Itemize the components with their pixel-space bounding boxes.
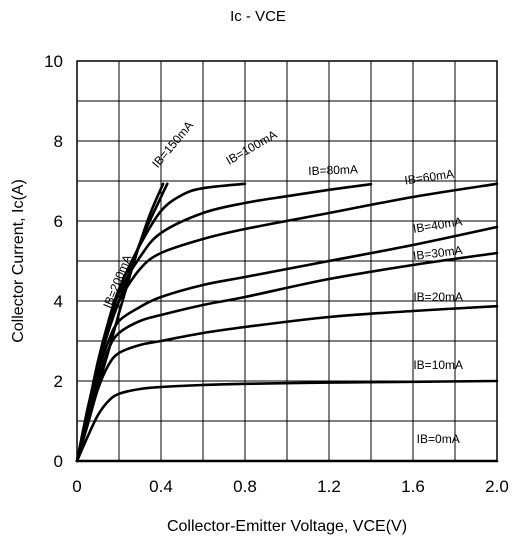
y-axis-label: Collector Current, Ic(A) xyxy=(10,179,27,343)
x-tick-label: 0 xyxy=(72,477,81,496)
series-label: IB=150mA xyxy=(149,118,196,170)
series-label: IB=10mA xyxy=(413,358,463,372)
chart-title: Ic - VCE xyxy=(230,8,286,25)
x-tick-label: 1.2 xyxy=(317,477,341,496)
x-tick-label: 0.4 xyxy=(149,477,173,496)
series-label: IB=80mA xyxy=(308,162,358,178)
y-tick-label: 2 xyxy=(54,372,63,391)
series-line xyxy=(75,379,499,463)
series-label: IB=0mA xyxy=(417,432,460,446)
curve-labels: IB=0mA IB=10mA IB=20mA IB=30mA IB=40mA IB=60m… xyxy=(100,118,463,446)
series-line xyxy=(75,182,169,463)
grid xyxy=(77,61,497,461)
series-label: IB=40mA xyxy=(412,214,463,236)
series-label: IB=100mA xyxy=(223,127,279,167)
x-tick-label: 0.8 xyxy=(233,477,257,496)
plot-frame xyxy=(76,60,498,462)
series-line xyxy=(75,251,499,463)
x-tick-label: 1.6 xyxy=(401,477,425,496)
x-axis-label: Collector-Emitter Voltage, VCE(V) xyxy=(167,518,407,535)
x-tick-labels: 0 0.4 0.8 1.2 1.6 2.0 xyxy=(72,477,509,496)
x-tick-label: 2.0 xyxy=(485,477,509,496)
y-tick-label: 4 xyxy=(54,292,63,311)
series-line xyxy=(75,182,165,463)
y-tick-label: 6 xyxy=(54,212,63,231)
y-tick-label: 10 xyxy=(44,52,63,71)
series-label: IB=60mA xyxy=(404,167,455,188)
series-line xyxy=(75,182,373,463)
series-label: IB=20mA xyxy=(413,290,463,304)
y-tick-label: 8 xyxy=(54,132,63,151)
series-label: IB=30mA xyxy=(412,243,463,263)
y-tick-label: 0 xyxy=(54,452,63,471)
y-tick-labels: 0 2 4 6 8 10 xyxy=(44,52,63,471)
